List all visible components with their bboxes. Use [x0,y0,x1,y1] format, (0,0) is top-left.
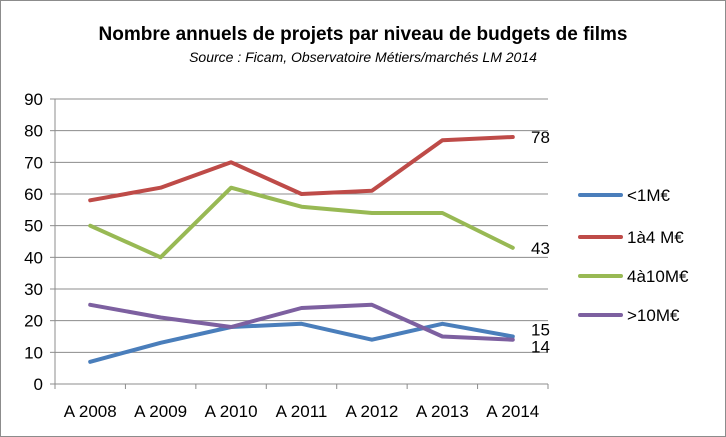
x-tick-label: A 2012 [345,402,398,421]
legend-label: <1M€ [627,186,671,205]
legend-label: 4à10M€ [627,267,689,286]
y-tick-label: 50 [24,217,43,236]
end-value-label: 43 [531,239,550,258]
axes [54,99,548,385]
chart-title: Nombre annuels de projets par niveau de … [98,24,628,45]
chart-subtitle: Source : Ficam, Observatoire Métiers/mar… [189,49,537,65]
x-tick-label: A 2014 [486,402,539,421]
y-tick-label: 80 [24,122,43,141]
series-lines [88,135,515,364]
x-tick-label: A 2013 [416,402,469,421]
y-tick-label: 70 [24,153,43,172]
x-tick-label: A 2009 [134,402,187,421]
y-tick-label: 40 [24,248,43,267]
legend-label: 1à4 M€ [627,228,684,247]
end-value-label: 14 [531,338,550,357]
y-tick-label: 0 [34,375,43,394]
y-tick-label: 60 [24,185,43,204]
y-axis-ticks: 0 10 20 30 40 50 60 70 80 90 [24,90,55,394]
end-value-label: 78 [531,128,550,147]
series-line [88,185,515,260]
x-axis-ticks: A 2008 A 2009 A 2010 A 2011 A 2012 A 2013 A 20… [54,384,549,421]
y-tick-label: 10 [24,343,43,362]
legend: <1M€ 1à4 M€ 4à10M€ >10M€ [578,186,689,325]
end-value-label: 15 [531,321,550,340]
y-tick-label: 30 [24,280,43,299]
series-line [88,321,515,364]
legend-label: >10M€ [627,306,680,325]
series-line [88,302,515,342]
y-tick-label: 90 [24,90,43,109]
x-tick-label: A 2011 [276,402,328,421]
x-tick-label: A 2008 [64,402,117,421]
y-tick-label: 20 [24,312,43,331]
series-line [88,135,515,203]
x-tick-label: A 2010 [205,402,258,421]
